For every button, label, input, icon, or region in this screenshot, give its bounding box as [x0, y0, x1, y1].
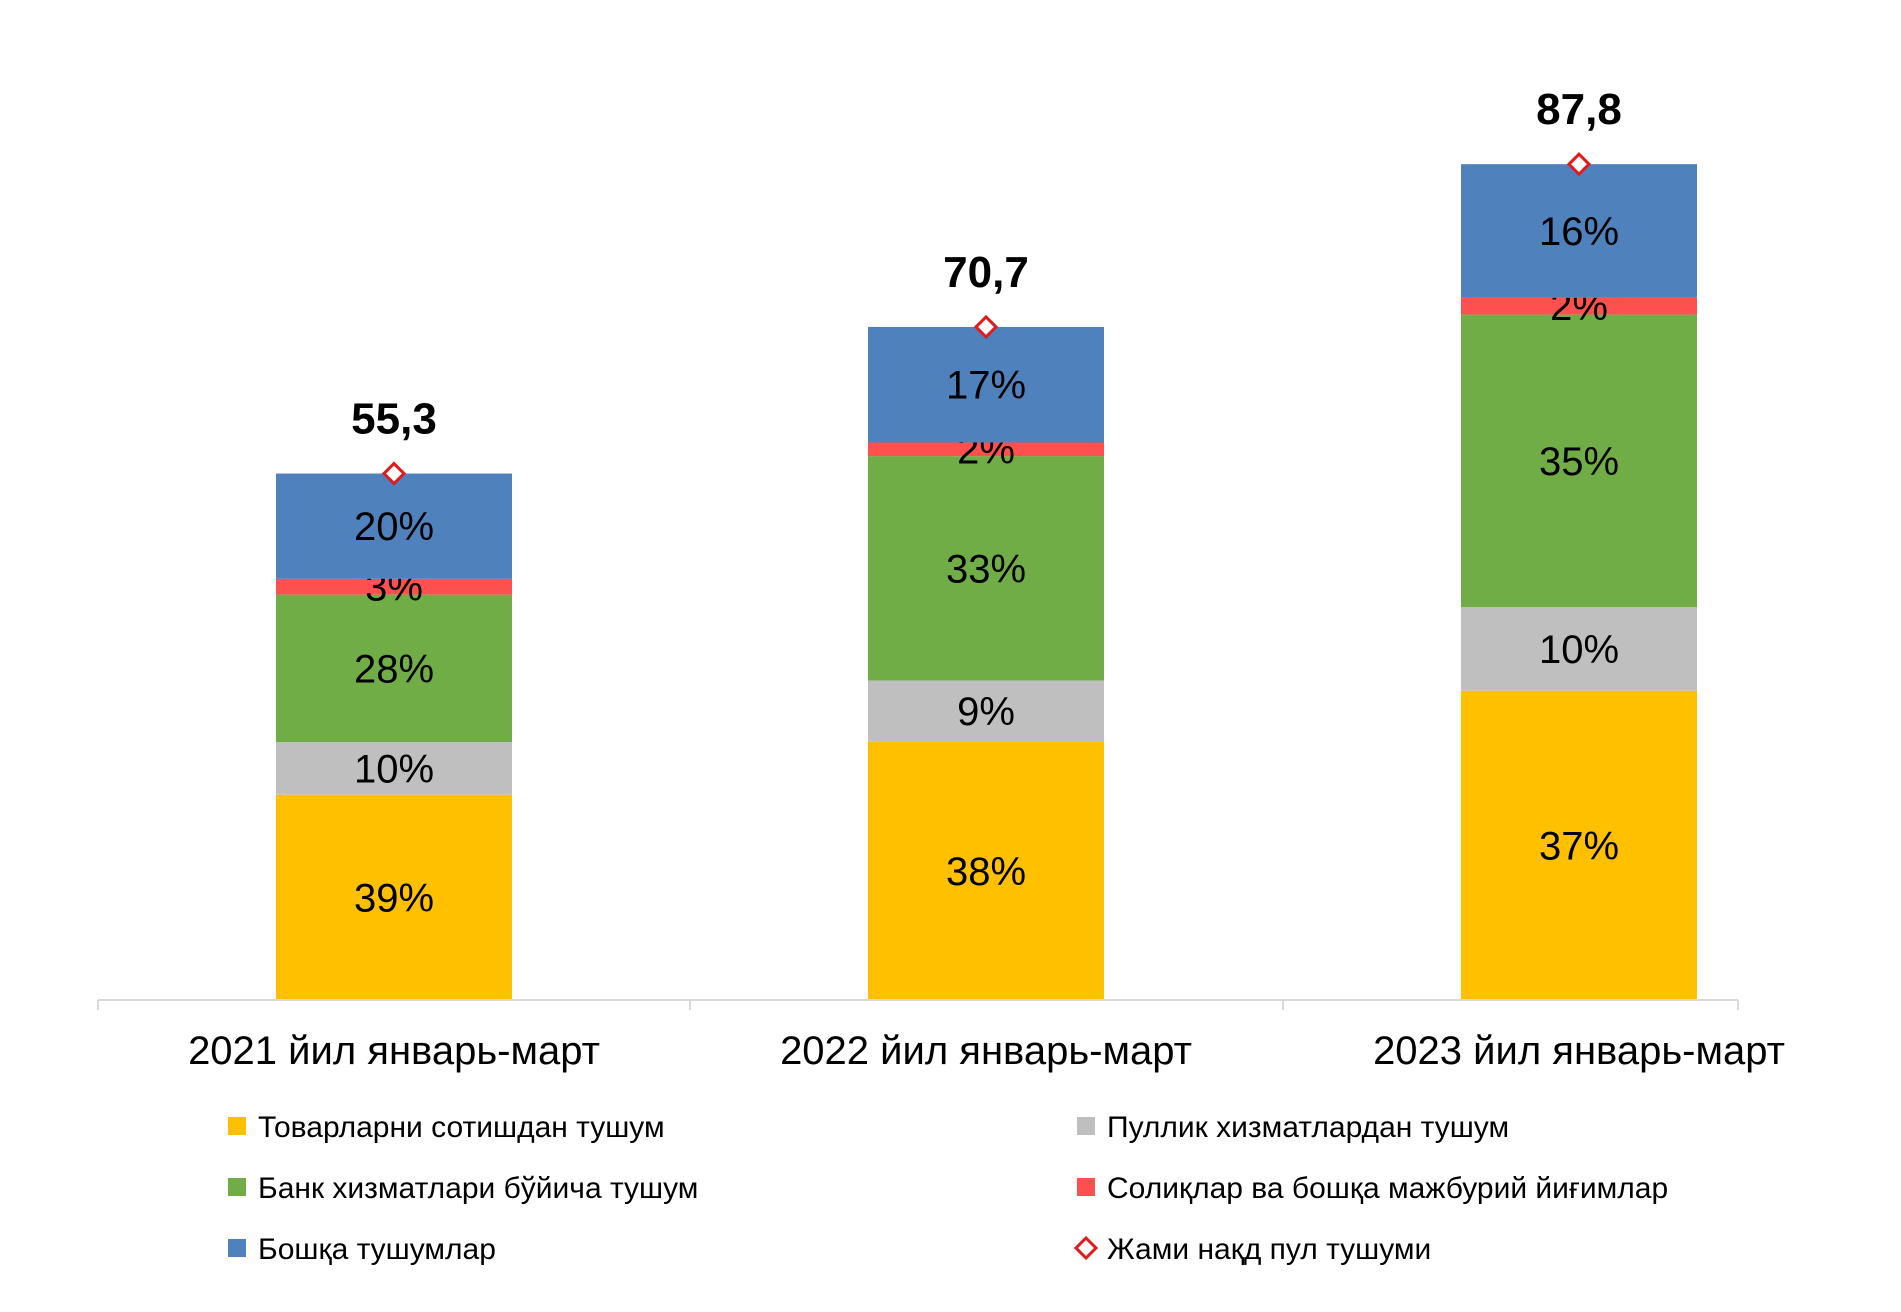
segment-data-label: 16%	[1539, 210, 1619, 254]
bar-segment-2-cat-1	[276, 742, 512, 795]
bar-segment-4-cat-3	[1461, 297, 1697, 315]
category-label: 2023 йил январь-март	[1373, 1029, 1785, 1073]
category-label: 2022 йил январь-март	[780, 1029, 1192, 1073]
segment-data-label: 10%	[1539, 628, 1619, 672]
total-data-label: 70,7	[943, 248, 1029, 297]
segment-data-label: 20%	[354, 505, 434, 549]
bar-segment-1-cat-2	[868, 741, 1104, 1000]
bar-segment-2-cat-3	[1461, 607, 1697, 691]
bar-segment-3-cat-2	[868, 456, 1104, 681]
total-marker	[1566, 152, 1592, 177]
legend-swatch	[228, 1178, 246, 1196]
legend-label: Банк хизматлари бўйича тушум	[258, 1172, 698, 1205]
total-data-label: 55,3	[351, 395, 437, 444]
segment-data-label: 28%	[354, 647, 434, 691]
legend-label: Пуллик хизматлардан тушум	[1107, 1111, 1509, 1144]
bar-segment-3-cat-1	[276, 594, 512, 743]
category-label: 2021 йил январь-март	[188, 1029, 600, 1073]
legend-label: Жами нақд пул тушуми	[1107, 1233, 1431, 1266]
segment-data-label: 39%	[354, 876, 434, 920]
legend-swatch	[228, 1239, 246, 1257]
bar-segment-4-cat-1	[276, 578, 512, 595]
bar-segment-4-cat-2	[868, 442, 1104, 457]
segment-data-label: 9%	[957, 690, 1015, 734]
total-marker	[973, 314, 999, 340]
bar-segment-2-cat-2	[868, 680, 1104, 742]
legend-label: Товарларни сотишдан тушум	[258, 1111, 665, 1144]
total-marker	[381, 461, 407, 486]
legend-label: Бошқа тушумлар	[258, 1233, 496, 1266]
legend-marker	[1073, 1235, 1099, 1261]
bars-group: 39%10%28%3%20%55,338%9%33%2%17%70,737%10…	[276, 85, 1697, 1000]
segment-data-label: 17%	[946, 364, 1026, 408]
total-data-label: 87,8	[1536, 85, 1622, 134]
segment-data-label: 37%	[1539, 824, 1619, 868]
segment-data-label: 38%	[946, 850, 1026, 894]
bar-segment-5-cat-1	[276, 473, 512, 579]
bar-segment-3-cat-3	[1461, 314, 1697, 608]
segment-data-label: 33%	[946, 547, 1026, 591]
bar-segment-5-cat-2	[868, 326, 1104, 443]
segment-data-label: 35%	[1539, 440, 1619, 484]
legend-swatch	[1077, 1178, 1095, 1196]
bar-segment-1-cat-3	[1461, 690, 1697, 1000]
legend-swatch	[228, 1117, 246, 1135]
x-axis: 2021 йил январь-март 2022 йил январь-март…	[97, 999, 1785, 1073]
legend-swatch	[1077, 1117, 1095, 1135]
bar-segment-1-cat-1	[276, 794, 512, 1000]
segment-data-label: 10%	[354, 747, 434, 791]
legend: Товарларни сотишдан тушум Пуллик хизматла…	[228, 1111, 1668, 1266]
bar-segment-5-cat-3	[1461, 164, 1697, 298]
legend-label: Солиқлар ва бошқа мажбурий йиғимлар	[1107, 1172, 1668, 1205]
